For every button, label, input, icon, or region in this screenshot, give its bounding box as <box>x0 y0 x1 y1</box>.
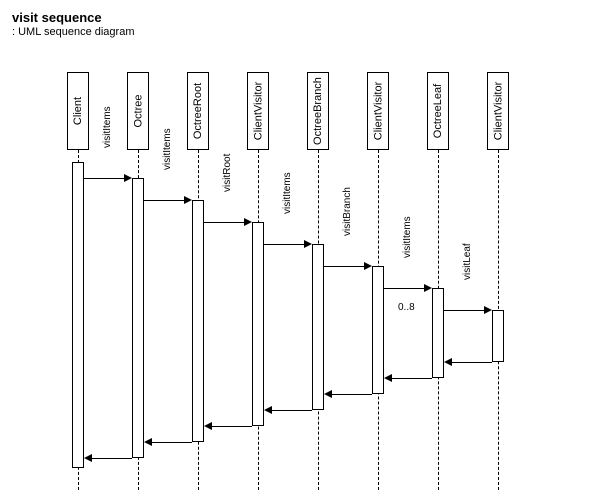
activation-p1 <box>132 178 144 458</box>
activation-p0 <box>72 162 84 468</box>
ret-line-5 <box>150 442 192 443</box>
ret-line-6 <box>90 458 132 459</box>
participant-p6: OctreeLeaf <box>427 72 449 150</box>
msg-line-3 <box>264 244 306 245</box>
msg-arrow-6 <box>484 306 492 314</box>
ret-line-1 <box>390 378 432 379</box>
participant-p0: Client <box>67 72 89 150</box>
diagram-title: visit sequence <box>12 10 102 25</box>
ret-arrow-1 <box>384 374 392 382</box>
msg-line-6 <box>444 310 486 311</box>
msg-line-1 <box>144 200 186 201</box>
diagram-subtitle: : UML sequence diagram <box>12 26 135 38</box>
note-0: 0..8 <box>398 302 415 313</box>
msg-arrow-0 <box>124 174 132 182</box>
activation-p5 <box>372 266 384 394</box>
msg-label-5: visitItems <box>402 216 413 258</box>
msg-line-5 <box>384 288 426 289</box>
ret-arrow-5 <box>144 438 152 446</box>
ret-line-4 <box>210 426 252 427</box>
activation-p7 <box>492 310 504 362</box>
activation-p6 <box>432 288 444 378</box>
activation-p4 <box>312 244 324 410</box>
msg-line-4 <box>324 266 366 267</box>
msg-arrow-3 <box>304 240 312 248</box>
ret-line-2 <box>330 394 372 395</box>
participant-p5: ClientVisitor <box>367 72 389 150</box>
participant-p4: OctreeBranch <box>307 72 329 150</box>
ret-line-0 <box>450 362 492 363</box>
msg-label-2: visitRoot <box>222 154 233 192</box>
ret-arrow-4 <box>204 422 212 430</box>
msg-label-0: visitItems <box>102 106 113 148</box>
participant-p2: OctreeRoot <box>187 72 209 150</box>
msg-line-2 <box>204 222 246 223</box>
msg-line-0 <box>84 178 126 179</box>
ret-arrow-3 <box>264 406 272 414</box>
msg-label-4: visitBranch <box>342 187 353 236</box>
msg-arrow-2 <box>244 218 252 226</box>
msg-label-6: visitLeaf <box>462 243 473 280</box>
msg-arrow-5 <box>424 284 432 292</box>
participant-p1: Octree <box>127 72 149 150</box>
msg-label-1: visitItems <box>162 128 173 170</box>
msg-arrow-4 <box>364 262 372 270</box>
ret-arrow-2 <box>324 390 332 398</box>
activation-p3 <box>252 222 264 426</box>
ret-arrow-0 <box>444 358 452 366</box>
ret-arrow-6 <box>84 454 92 462</box>
participant-p3: ClientVisitor <box>247 72 269 150</box>
msg-label-3: visitItems <box>282 172 293 214</box>
activation-p2 <box>192 200 204 442</box>
msg-arrow-1 <box>184 196 192 204</box>
participant-p7: ClientVisitor <box>487 72 509 150</box>
ret-line-3 <box>270 410 312 411</box>
